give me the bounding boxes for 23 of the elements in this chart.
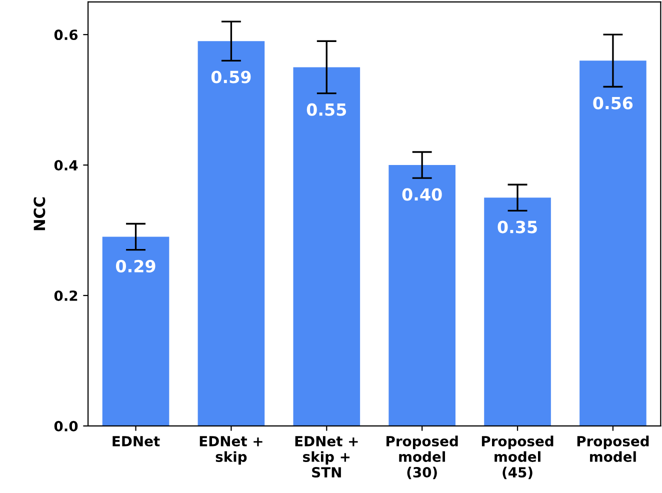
x-tick-label: EDNet + skip + STN [295,436,358,478]
data-label: 0.55 [306,103,346,116]
x-tick-label: Proposed model [577,436,649,462]
y-tick-label: 0.4 [54,160,78,171]
y-axis-title: NCC [34,197,46,230]
x-tick-label: EDNet + skip [200,436,262,465]
x-tick-label: Proposed model (45) [482,436,554,480]
data-label: 0.40 [402,188,442,201]
bar [484,198,551,426]
bar [293,67,360,426]
bar [102,236,170,426]
data-label: 0.59 [211,70,251,84]
y-tick-label: 0.0 [54,420,78,432]
bar [580,60,646,426]
data-label: 0.29 [116,260,156,272]
data-label: 0.56 [593,96,633,110]
y-tick-label: 0.2 [54,290,78,301]
x-tick-label: Proposed model (30) [386,436,458,480]
bar [388,165,456,426]
bar [198,41,265,426]
x-tick-label: EDNet [112,436,160,446]
y-tick-label: 0.6 [54,30,78,40]
data-label: 0.35 [498,220,537,234]
